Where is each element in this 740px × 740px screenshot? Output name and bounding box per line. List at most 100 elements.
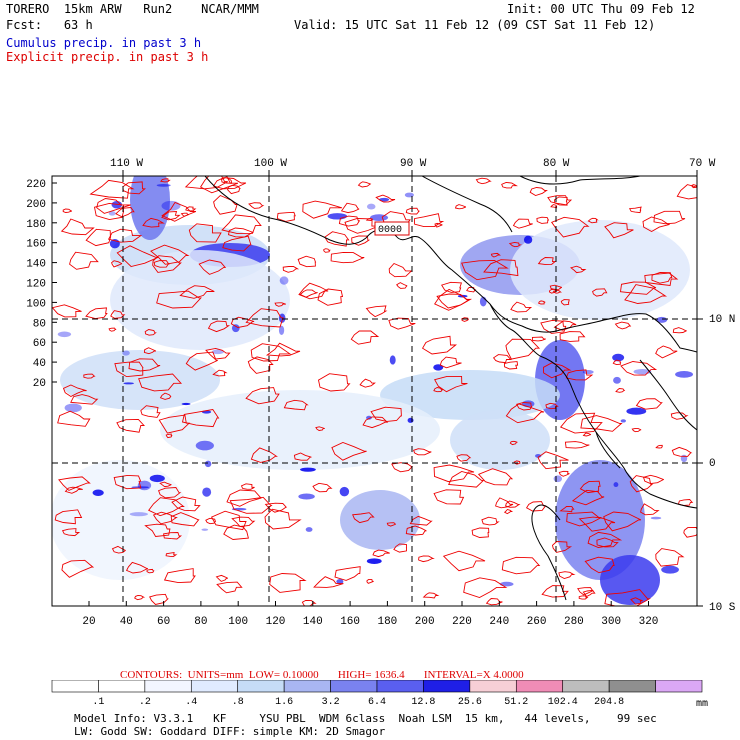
cumulus-cell	[535, 454, 542, 458]
precip-contour	[388, 262, 413, 278]
precip-contour	[299, 289, 318, 298]
precip-contour	[212, 177, 247, 190]
grid-y-label: 60	[33, 338, 46, 350]
cumulus-cell	[204, 460, 212, 468]
precip-contour	[448, 471, 485, 488]
precip-contour	[570, 265, 587, 274]
legend-explicit: Explicit precip. in past 3 h	[6, 50, 209, 64]
grid-y-label: 140	[26, 259, 46, 271]
precip-contour	[111, 260, 123, 268]
cumulus-cell	[378, 197, 390, 202]
cumulus-cell	[523, 235, 533, 244]
precip-contour	[85, 307, 108, 320]
precip-contour	[113, 474, 142, 490]
precip-contour	[505, 338, 541, 360]
precip-contour	[375, 194, 396, 203]
precip-contour	[213, 194, 238, 215]
precip-contour	[351, 235, 371, 246]
lon-label-70w: 70 W	[689, 158, 716, 170]
precip-contour	[149, 593, 169, 605]
grid-x-label: 260	[527, 616, 547, 628]
precip-blob	[600, 555, 660, 605]
cumulus-cell	[211, 349, 224, 355]
precip-contour	[558, 470, 570, 477]
precip-contour	[537, 300, 546, 305]
precip-contour	[584, 556, 615, 574]
precip-contour	[582, 589, 596, 598]
precip-contour	[297, 255, 317, 268]
model-info-line2: LW: Godd SW: Goddard DIFF: simple KM: 2D…	[74, 725, 386, 738]
precip-contour	[495, 497, 514, 509]
precip-contour	[571, 489, 605, 506]
precip-contour	[651, 272, 673, 284]
grid-y-label: 220	[26, 179, 46, 191]
colorbar-swatch	[515, 680, 564, 693]
precip-contour	[317, 373, 351, 392]
precip-contour	[163, 568, 196, 584]
precip-contour	[264, 508, 302, 530]
precip-contour	[481, 516, 500, 526]
precip-contour	[434, 288, 473, 311]
precip-contour	[655, 345, 678, 359]
precip-contour	[226, 489, 262, 507]
precip-contour	[461, 259, 509, 281]
cumulus-cell	[612, 353, 625, 362]
precip-contour	[207, 320, 231, 333]
cumulus-cell	[582, 369, 594, 375]
grid-y-labels: 220 200 180 160 140 120 100 80 60 40 20	[26, 179, 46, 390]
precip-contour	[587, 531, 623, 548]
precip-contour	[579, 480, 601, 494]
precip-contour	[159, 392, 172, 400]
precip-contour	[298, 282, 329, 300]
precip-contour	[301, 599, 317, 606]
precip-contour	[640, 503, 660, 516]
precip-contour	[350, 330, 380, 345]
precip-contour	[198, 259, 227, 275]
precip-contour	[434, 222, 443, 228]
precip-contour	[170, 512, 200, 527]
precip-contour	[153, 260, 170, 268]
precip-contour	[614, 321, 632, 330]
precip-contour	[282, 266, 300, 273]
precip-contour	[388, 317, 416, 330]
precip-contour	[628, 206, 642, 214]
grid-y-label: 160	[26, 239, 46, 251]
precip-contour	[642, 216, 670, 233]
light-precip-areas	[52, 176, 690, 605]
precip-contour	[578, 595, 589, 600]
precip-contour	[531, 336, 546, 342]
precip-contour	[62, 384, 87, 398]
precip-contour	[393, 543, 407, 553]
cumulus-cell	[389, 355, 396, 365]
precip-contour	[615, 388, 626, 393]
precip-blob	[110, 250, 290, 350]
precip-contour	[421, 335, 457, 355]
precip-contour	[69, 251, 99, 270]
precip-contour	[630, 597, 643, 605]
precip-contour	[247, 356, 274, 374]
precip-contour	[221, 214, 262, 234]
cumulus-cell	[327, 213, 348, 220]
cumulus-cell	[433, 364, 444, 371]
precip-contour	[245, 308, 284, 328]
precip-contour	[619, 281, 657, 295]
precip-contour	[552, 290, 562, 294]
precip-contour	[264, 502, 288, 513]
lon-label-90w: 90 W	[400, 158, 427, 170]
precip-contour	[508, 241, 523, 248]
grid-y-label: 180	[26, 219, 46, 231]
precip-contour	[577, 587, 594, 596]
precip-contour	[161, 201, 197, 222]
cumulus-cell	[661, 565, 679, 574]
cumulus-cell	[613, 376, 621, 384]
precip-contour	[456, 454, 472, 462]
colorbar-label: 6.4	[368, 697, 386, 708]
colorbar-swatch	[655, 680, 703, 693]
grid-x-label: 300	[601, 616, 621, 628]
grid-x-label: 120	[266, 616, 286, 628]
model-resolution: 15km ARW	[63, 2, 122, 16]
precip-contour	[156, 290, 202, 309]
cumulus-cell	[521, 400, 535, 408]
precip-contour	[240, 483, 255, 490]
precip-contour	[503, 361, 519, 370]
